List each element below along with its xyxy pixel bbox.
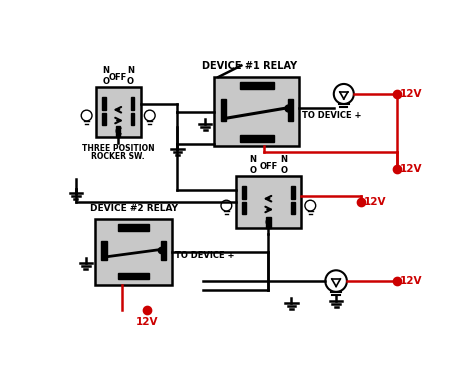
Bar: [266, 217, 271, 228]
Bar: [101, 241, 107, 260]
Bar: [242, 186, 246, 199]
Text: 12V: 12V: [364, 197, 386, 207]
Text: 12V: 12V: [136, 317, 159, 327]
Bar: [291, 186, 295, 199]
Text: 12V: 12V: [400, 89, 422, 99]
Text: DEVICE #1 RELAY: DEVICE #1 RELAY: [201, 61, 297, 71]
Bar: [240, 135, 273, 142]
Bar: [161, 241, 166, 260]
Bar: [130, 113, 134, 125]
Text: DEVICE #2 RELAY: DEVICE #2 RELAY: [90, 204, 178, 213]
Text: C: C: [264, 219, 272, 228]
Text: N
O: N O: [127, 66, 134, 86]
Bar: [130, 97, 134, 110]
Text: 12V: 12V: [400, 164, 422, 173]
Bar: [288, 99, 293, 121]
Text: THREE POSITION: THREE POSITION: [82, 145, 155, 153]
Text: OFF: OFF: [259, 162, 277, 171]
Text: N
O: N O: [102, 66, 109, 86]
Bar: [116, 126, 120, 137]
Text: N
O: N O: [280, 155, 287, 175]
Text: OFF: OFF: [109, 73, 128, 82]
Text: C: C: [115, 127, 122, 137]
Bar: [242, 202, 246, 214]
Bar: [118, 273, 149, 279]
Bar: [240, 82, 273, 89]
Bar: [95, 219, 172, 284]
Bar: [96, 87, 140, 137]
Text: TO DEVICE +: TO DEVICE +: [302, 111, 362, 120]
Bar: [214, 77, 299, 146]
Bar: [291, 202, 295, 214]
Bar: [102, 97, 106, 110]
Text: TO DEVICE +: TO DEVICE +: [175, 251, 235, 260]
Bar: [118, 224, 149, 231]
Bar: [236, 176, 301, 228]
Bar: [220, 99, 226, 121]
Text: ROCKER SW.: ROCKER SW.: [91, 152, 145, 161]
Text: N
O: N O: [249, 155, 256, 175]
Bar: [102, 113, 106, 125]
Text: 12V: 12V: [400, 276, 422, 286]
